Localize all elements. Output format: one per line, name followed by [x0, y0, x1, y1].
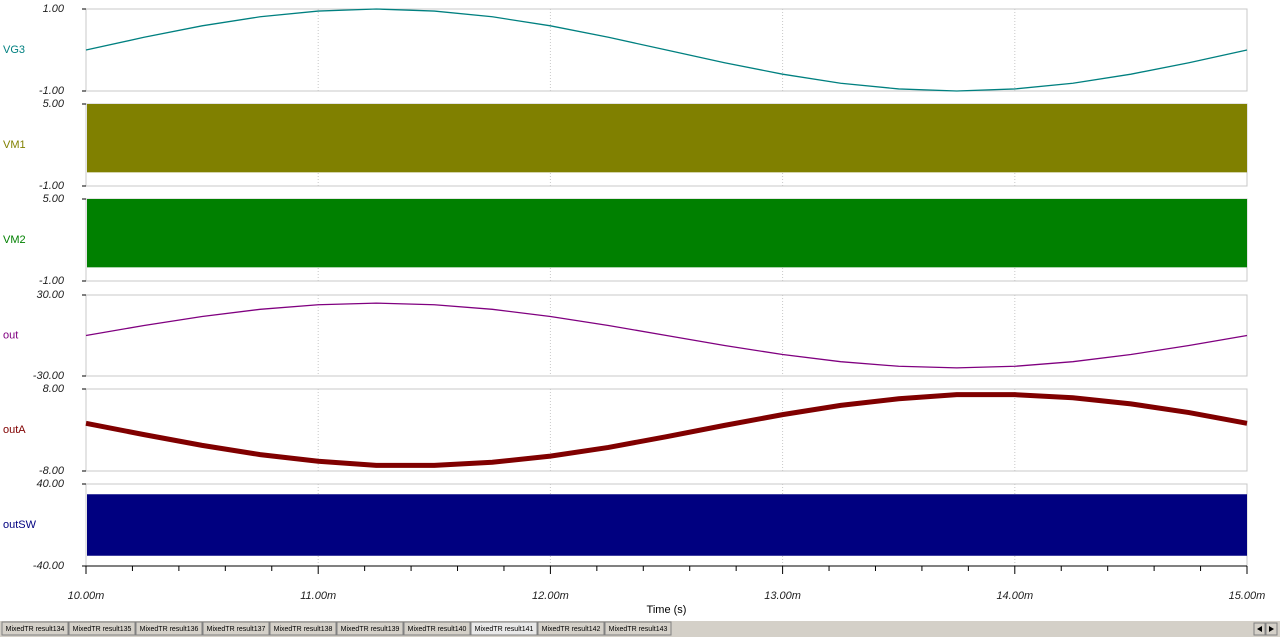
y-tick-label: -1.00 — [39, 180, 65, 192]
tab-label: MixedTR result137 — [207, 626, 266, 633]
y-tick-label: -8.00 — [39, 465, 65, 477]
tab-label: MixedTR result141 — [475, 626, 534, 633]
switching-band — [87, 494, 1247, 556]
tab[interactable] — [202, 621, 270, 636]
tab[interactable] — [470, 621, 538, 636]
plot-area — [85, 388, 1248, 472]
tab[interactable] — [1, 621, 69, 636]
y-tick-label: 5.00 — [43, 98, 65, 110]
x-tick-label: 13.00m — [764, 590, 801, 602]
x-tick-label: 10.00m — [68, 590, 105, 602]
switching-band — [87, 199, 1247, 268]
switching-band — [87, 104, 1247, 173]
y-tick-label: 1.00 — [43, 3, 65, 15]
arrow-icon — [1269, 626, 1274, 632]
x-axis-label: Time (s) — [647, 604, 687, 616]
y-tick-label: -1.00 — [39, 275, 65, 287]
trace — [85, 302, 1248, 369]
tab[interactable] — [135, 621, 203, 636]
tab[interactable] — [269, 621, 337, 636]
tab-label: MixedTR result139 — [341, 626, 400, 633]
trace-label: VM2 — [3, 234, 26, 246]
trace — [85, 8, 1248, 92]
y-tick-label: -40.00 — [33, 560, 65, 572]
tab-label: MixedTR result136 — [140, 626, 199, 633]
tab-label: MixedTR result134 — [6, 626, 65, 633]
tab[interactable] — [604, 621, 672, 636]
y-tick-label: 8.00 — [43, 383, 65, 395]
y-tick-label: -1.00 — [39, 85, 65, 97]
tab[interactable] — [68, 621, 136, 636]
tab-label: MixedTR result135 — [73, 626, 132, 633]
trace-label: VG3 — [3, 44, 25, 56]
tab-label: MixedTR result140 — [408, 626, 467, 633]
x-tick-label: 15.00m — [1229, 590, 1266, 602]
trace-label: outA — [3, 424, 26, 436]
tab[interactable] — [537, 621, 605, 636]
tab[interactable] — [403, 621, 471, 636]
tab[interactable] — [336, 621, 404, 636]
y-tick-label: 5.00 — [43, 193, 65, 205]
trace-label: out — [3, 329, 18, 341]
y-tick-label: 30.00 — [36, 289, 64, 301]
tab-label: MixedTR result143 — [609, 626, 668, 633]
tab-label: MixedTR result142 — [542, 626, 601, 633]
tab-label: MixedTR result138 — [274, 626, 333, 633]
x-tick-label: 14.00m — [996, 590, 1033, 602]
y-tick-label: 40.00 — [36, 478, 64, 490]
trace-label: outSW — [3, 519, 37, 531]
y-tick-label: -30.00 — [33, 370, 65, 382]
x-tick-label: 12.00m — [532, 590, 569, 602]
arrow-icon — [1257, 626, 1262, 632]
trace-label: VM1 — [3, 139, 26, 151]
trace — [85, 392, 1248, 468]
x-tick-label: 11.00m — [300, 590, 336, 602]
